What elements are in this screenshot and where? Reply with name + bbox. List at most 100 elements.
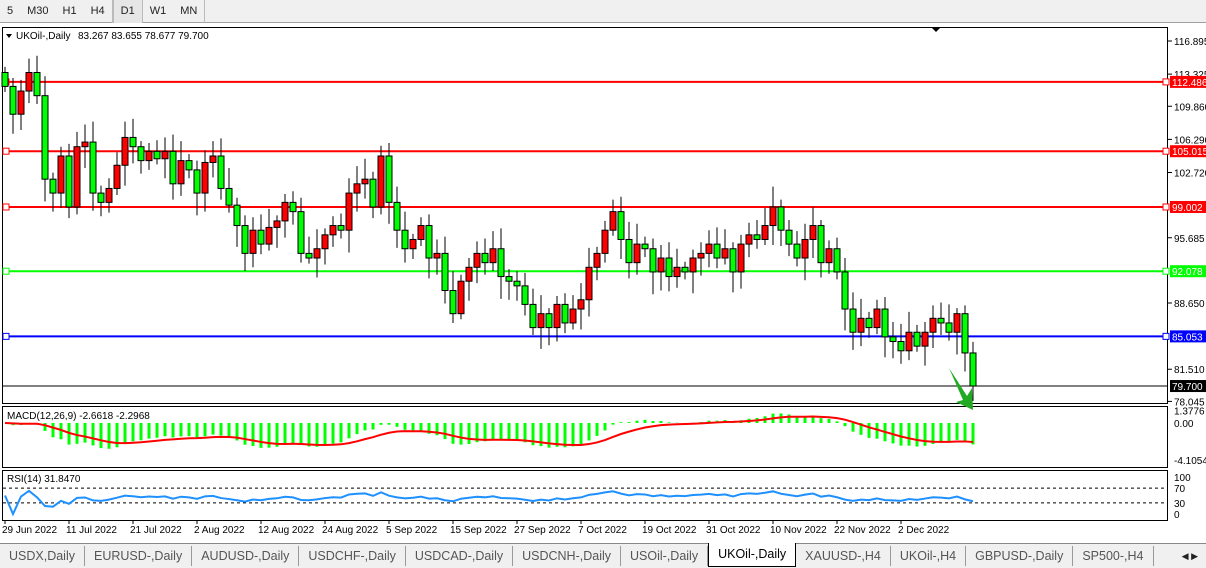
collapse-triangle-icon[interactable] [6, 34, 12, 38]
rsi-tick-label: 70 [1174, 484, 1186, 495]
price-tick-label: 95.685 [1174, 234, 1205, 245]
level-price-box [1170, 330, 1206, 343]
candle-body [497, 248, 505, 278]
candle-body [369, 178, 377, 208]
chart-tab[interactable]: SP500-,H4 [1073, 546, 1154, 566]
candle-body [385, 155, 393, 203]
macd-tick-label: -4.1054 [1174, 456, 1206, 467]
timeframe-mn[interactable]: MN [180, 5, 198, 17]
date-label: 29 Jun 2022 [2, 525, 57, 536]
timeframe-h1[interactable]: H1 [62, 5, 77, 17]
candle-body [785, 229, 793, 245]
price-tick-label: 113.325 [1174, 70, 1206, 81]
candle-body [9, 85, 17, 115]
date-label: 24 Aug 2022 [322, 525, 379, 536]
candle-body [937, 317, 945, 324]
chart-tab[interactable]: XAUUSD-,H4 [796, 546, 891, 566]
candle-body [537, 313, 545, 329]
candle-body [377, 155, 385, 208]
current-price-label: 79.700 [1172, 382, 1203, 393]
candle-body [489, 248, 497, 264]
candle-body [633, 243, 641, 264]
chart-tab[interactable]: USDCNH-,Daily [513, 546, 622, 566]
level-handle[interactable] [2, 203, 10, 211]
level-price-box [1170, 200, 1206, 213]
candle-body [777, 206, 785, 231]
level-price-label: 85.053 [1172, 332, 1203, 343]
candle-body [281, 201, 289, 222]
price-chart[interactable]: 116.895 113.325 109.860 106.290 102.720 95.68… [0, 24, 1206, 542]
timeframe-toolbar: 5 M30 H1 H4 D1 W1 MN [0, 0, 1206, 23]
candle-body [665, 257, 673, 278]
rsi-label: RSI(14) 31.8470 [7, 474, 81, 485]
candle-body [705, 243, 713, 254]
candle-body [457, 280, 465, 315]
level-price-label: 112.486 [1172, 78, 1206, 89]
candle-body [209, 155, 217, 163]
chart-tab[interactable]: AUDUSD-,Daily [192, 546, 300, 566]
candle-body [361, 178, 369, 185]
candle-body [65, 155, 73, 208]
candle-body [217, 155, 225, 189]
date-label: 2 Aug 2022 [194, 525, 245, 536]
candle-body [145, 150, 153, 162]
macd-label: MACD(12,26,9) -2.6618 -2.2968 [7, 411, 150, 422]
level-handle[interactable] [1162, 203, 1170, 211]
candle-body [425, 225, 433, 259]
price-tick-label: 102.720 [1174, 168, 1206, 179]
candle-body [881, 308, 889, 338]
candle-body [225, 187, 233, 206]
candle-body [153, 150, 161, 160]
candle-body [201, 161, 209, 194]
candle-body [921, 331, 929, 347]
tab-scroll-arrows-icon[interactable]: ◀ ▶ [1181, 550, 1198, 561]
candle-body [441, 252, 449, 291]
date-label: 5 Sep 2022 [386, 525, 438, 536]
level-handle[interactable] [1162, 78, 1170, 86]
candle-body [745, 234, 753, 245]
chart-tab[interactable]: USDX,Daily [0, 546, 85, 566]
candle-body [25, 71, 33, 92]
level-handle[interactable] [1162, 267, 1170, 275]
divider [111, 0, 113, 23]
timeframe-h4[interactable]: H4 [90, 5, 105, 17]
level-handle[interactable] [2, 267, 10, 275]
timeframe-5[interactable]: 5 [7, 5, 14, 17]
level-price-box [1170, 145, 1206, 158]
candle-body [473, 252, 481, 268]
candle-body [649, 248, 657, 273]
chart-tab[interactable]: UKOil-,H4 [891, 546, 967, 566]
candle-body [305, 252, 313, 259]
chart-tab[interactable]: USDCHF-,Daily [299, 546, 406, 566]
down-arrow-annotation[interactable] [949, 368, 973, 410]
chart-tab[interactable]: UKOil-,Daily [708, 543, 797, 567]
candle-body [801, 238, 809, 259]
chart-tab[interactable]: EURUSD-,Daily [85, 546, 193, 566]
date-label: 12 Aug 2022 [258, 525, 315, 536]
level-handle[interactable] [2, 147, 10, 155]
date-label: 31 Oct 2022 [706, 525, 761, 536]
timeframe-m30[interactable]: M30 [27, 5, 49, 17]
timeframe-d1[interactable]: D1 [112, 0, 143, 23]
candle-body [417, 225, 425, 240]
level-handle[interactable] [1162, 332, 1170, 340]
rsi-line [4, 489, 974, 517]
level-price-label: 92.078 [1172, 267, 1203, 278]
candle-body [793, 243, 801, 259]
level-handle[interactable] [1162, 147, 1170, 155]
timeframe-w1[interactable]: W1 [149, 5, 167, 17]
candle-body [265, 226, 273, 245]
chart-tab[interactable]: USOil-,Daily [621, 546, 709, 566]
candle-body [561, 303, 569, 324]
rsi-tick-label: 0 [1174, 510, 1180, 521]
candle-body [321, 234, 329, 250]
chart-tab[interactable]: GBPUSD-,Daily [966, 546, 1074, 566]
chart-tab[interactable]: USDCAD-,Daily [406, 546, 514, 566]
candle-body [593, 252, 601, 268]
candle-body [673, 266, 681, 278]
symbol-label: UKOil-,Daily [16, 31, 70, 42]
candle-body [129, 136, 137, 148]
candle-body [873, 308, 881, 329]
candle-body [641, 243, 649, 250]
level-handle[interactable] [2, 332, 10, 340]
